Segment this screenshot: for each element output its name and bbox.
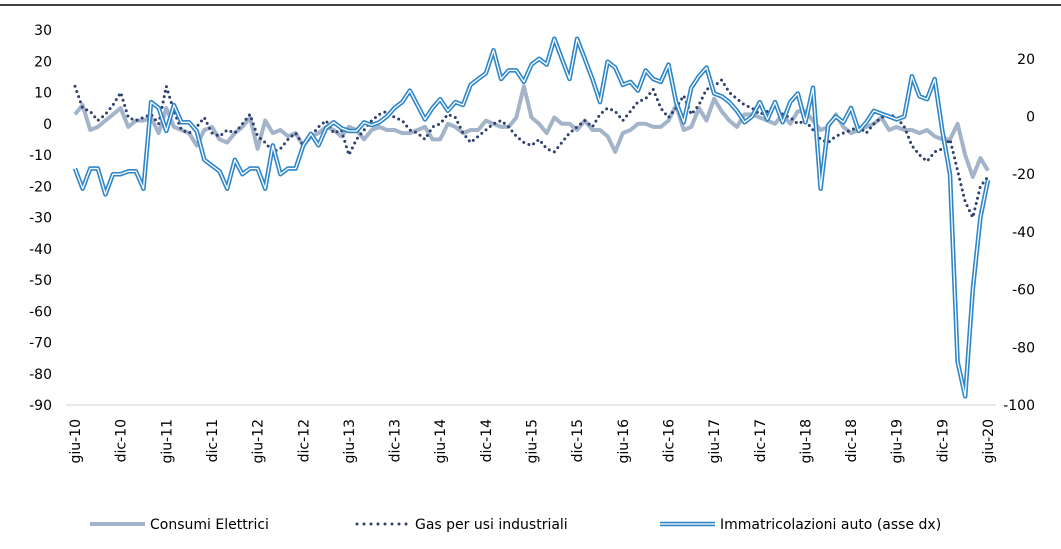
y-tick-label: 20 bbox=[34, 54, 52, 70]
legend-item: Immatricolazioni auto (asse dx) bbox=[660, 517, 941, 533]
x-tick-label: giu-20 bbox=[981, 419, 997, 464]
x-tick-label: dic-14 bbox=[479, 419, 495, 462]
x-tick-label: giu-19 bbox=[890, 419, 906, 464]
y-tick-label: -10 bbox=[29, 148, 52, 164]
x-tick-label: dic-12 bbox=[296, 419, 312, 462]
legend-label: Consumi Elettrici bbox=[150, 517, 269, 533]
x-tick-label: dic-16 bbox=[661, 419, 677, 462]
x-tick-label: dic-17 bbox=[753, 419, 769, 462]
x-tick-label: giu-10 bbox=[68, 419, 84, 464]
y2-tick-label: -40 bbox=[1012, 225, 1035, 241]
y-tick-label: -40 bbox=[29, 242, 52, 258]
x-tick-label: giu-16 bbox=[616, 419, 632, 464]
series-line bbox=[73, 78, 990, 219]
y2-tick-label: 20 bbox=[1017, 52, 1035, 68]
y2-tick-label: 0 bbox=[1026, 110, 1035, 126]
x-tick-label: giu-14 bbox=[433, 419, 449, 464]
legend-item: Gas per usi industriali bbox=[355, 517, 568, 533]
x-tick-label: giu-18 bbox=[798, 419, 814, 464]
y-tick-label: -70 bbox=[29, 336, 52, 352]
y-tick-label: -50 bbox=[29, 273, 52, 289]
y-tick-label: -80 bbox=[29, 367, 52, 383]
legend-label: Immatricolazioni auto (asse dx) bbox=[720, 517, 941, 533]
x-tick-label: dic-10 bbox=[114, 419, 130, 462]
y-tick-label: -60 bbox=[29, 304, 52, 320]
y-tick-label: 0 bbox=[43, 117, 52, 133]
x-tick-label: dic-15 bbox=[570, 419, 586, 462]
y-tick-label: -30 bbox=[29, 211, 52, 227]
series-line-inner bbox=[74, 38, 989, 397]
x-tick-label: giu-17 bbox=[707, 419, 723, 464]
x-tick-label: giu-11 bbox=[159, 419, 175, 464]
legend-item: Consumi Elettrici bbox=[90, 517, 269, 533]
series-line bbox=[72, 36, 991, 399]
legend-label: Gas per usi industriali bbox=[415, 517, 568, 533]
y-tick-label: -20 bbox=[29, 179, 52, 195]
y-tick-label: 30 bbox=[34, 23, 52, 39]
y-tick-label: 10 bbox=[34, 86, 52, 102]
x-tick-label: giu-15 bbox=[525, 419, 541, 464]
x-tick-label: dic-18 bbox=[844, 419, 860, 462]
y2-tick-label: -100 bbox=[1003, 398, 1035, 414]
x-tick-label: giu-13 bbox=[342, 419, 358, 464]
x-tick-label: dic-19 bbox=[935, 419, 951, 462]
x-tick-label: dic-11 bbox=[205, 419, 221, 462]
y2-tick-label: -20 bbox=[1012, 167, 1035, 183]
y2-tick-label: -60 bbox=[1012, 283, 1035, 299]
y-tick-label: -90 bbox=[29, 398, 52, 414]
y2-tick-label: -80 bbox=[1012, 340, 1035, 356]
x-tick-label: dic-13 bbox=[388, 419, 404, 462]
x-tick-label: giu-12 bbox=[251, 419, 267, 464]
